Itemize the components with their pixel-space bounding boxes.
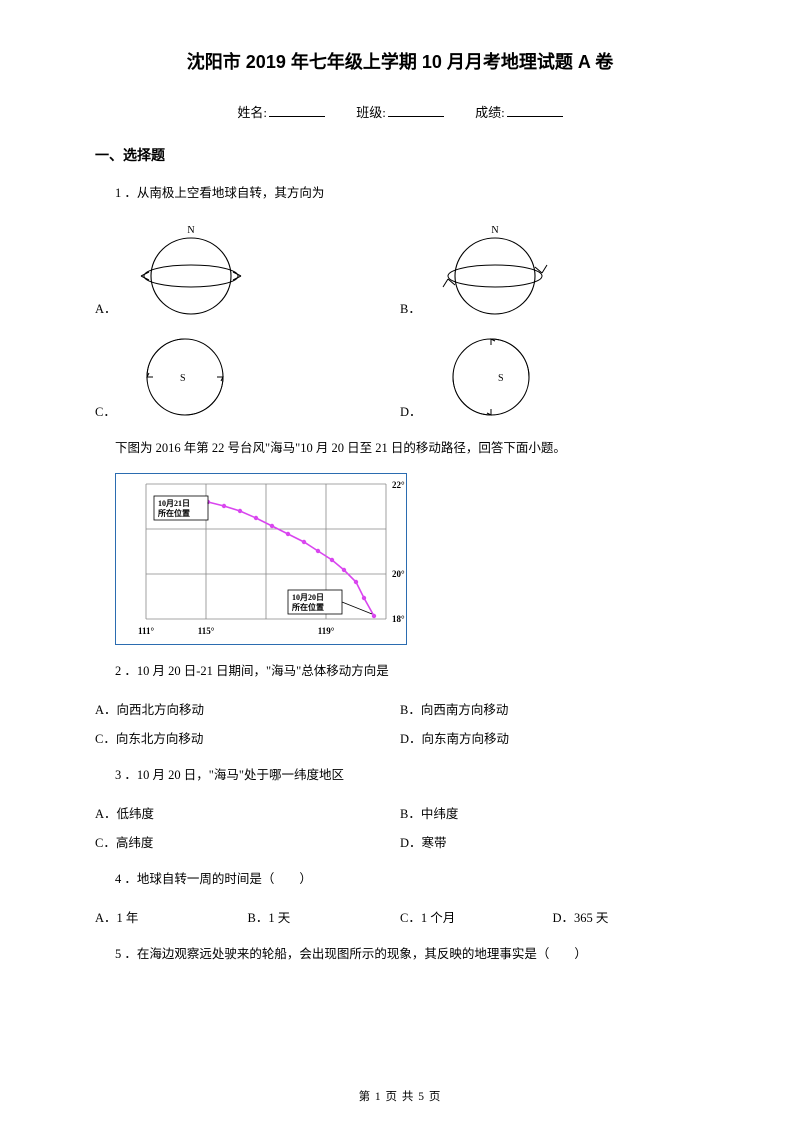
q3-c: C．高纬度 — [95, 832, 400, 851]
q2-a: A．向西北方向移动 — [95, 699, 400, 718]
xtick-2: 119° — [318, 626, 335, 636]
q4-b: B．1 天 — [248, 907, 401, 926]
svg-text:10月20日: 10月20日 — [292, 593, 324, 602]
q1-b-label: B． — [400, 298, 421, 321]
q1-row-cd: C． S D． S — [95, 329, 705, 424]
svg-text:N: N — [491, 225, 498, 236]
q2-c: C．向东北方向移动 — [95, 728, 400, 747]
typhoon-map-svg: 22° 20° 18° 111° 115° 119° 10月21日 所在位置 1… — [116, 474, 406, 644]
q3-num: 3 ． — [115, 768, 137, 782]
page-title: 沈阳市 2019 年七年级上学期 10 月月考地理试题 A 卷 — [95, 48, 705, 74]
q5-text: 在海边观察远处驶来的轮船，会出现图所示的现象，其反映的地理事实是（ ） — [137, 947, 587, 961]
ytick-1: 20° — [392, 569, 405, 579]
q2-text: 10 月 20 日-21 日期间，"海马"总体移动方向是 — [137, 664, 389, 678]
svg-text:10月21日: 10月21日 — [158, 499, 190, 508]
q1-c-label: C． — [95, 401, 116, 424]
typhoon-map: 22° 20° 18° 111° 115° 119° 10月21日 所在位置 1… — [115, 473, 407, 645]
context-1: 下图为 2016 年第 22 号台风"海马"10 月 20 日至 21 日的移动… — [115, 438, 705, 459]
q4-text: 地球自转一周的时间是（ ） — [137, 872, 312, 886]
q1-cell-b: B． N — [400, 221, 705, 321]
q1-num: 1 ． — [115, 186, 137, 200]
class-blank — [388, 116, 444, 117]
info-line: 姓名: 班级: 成绩: — [95, 102, 705, 121]
q1-cell-d: D． S — [400, 329, 705, 424]
q2-row1: A．向西北方向移动 B．向西南方向移动 — [95, 699, 705, 718]
q1: 1 ．从南极上空看地球自转，其方向为 — [115, 183, 705, 203]
q5: 5 ．在海边观察远处驶来的轮船，会出现图所示的现象，其反映的地理事实是（ ） — [115, 944, 705, 964]
svg-text:所在位置: 所在位置 — [157, 508, 190, 518]
q1-row-ab: A． N B． N — [95, 221, 705, 321]
score-label: 成绩: — [475, 105, 505, 120]
q3-d: D．寒带 — [400, 832, 705, 851]
globe-b-icon: N — [425, 221, 565, 321]
q4-c: C．1 个月 — [400, 907, 553, 926]
q1-cell-a: A． N — [95, 221, 400, 321]
q3-b: B．中纬度 — [400, 803, 705, 822]
q4-d: D．365 天 — [553, 907, 706, 926]
label-box-21: 10月21日 所在位置 — [154, 496, 208, 520]
q1-text: 从南极上空看地球自转，其方向为 — [137, 186, 325, 200]
q1-a-label: A． — [95, 298, 117, 321]
q3-row1: A．低纬度 B．中纬度 — [95, 803, 705, 822]
q3-text: 10 月 20 日，"海马"处于哪一纬度地区 — [137, 768, 344, 782]
q3-row2: C．高纬度 D．寒带 — [95, 832, 705, 851]
page-container: 沈阳市 2019 年七年级上学期 10 月月考地理试题 A 卷 姓名: 班级: … — [0, 0, 800, 1132]
section-heading: 一、选择题 — [95, 145, 705, 165]
name-blank — [269, 116, 325, 117]
label-box-20: 10月20日 所在位置 — [288, 590, 372, 614]
svg-text:N: N — [187, 225, 194, 236]
q2-d: D．向东南方向移动 — [400, 728, 705, 747]
q1-d-label: D． — [400, 401, 422, 424]
q4: 4 ．地球自转一周的时间是（ ） — [115, 869, 705, 889]
q1-cell-c: C． S — [95, 329, 400, 424]
q2-num: 2 ． — [115, 664, 137, 678]
q2-b: B．向西南方向移动 — [400, 699, 705, 718]
score-blank — [507, 116, 563, 117]
q4-num: 4 ． — [115, 872, 137, 886]
q4-a: A．1 年 — [95, 907, 248, 926]
svg-text:S: S — [498, 373, 504, 384]
q2: 2 ．10 月 20 日-21 日期间，"海马"总体移动方向是 — [115, 661, 705, 681]
xtick-1: 115° — [198, 626, 215, 636]
globe-c-icon: S — [120, 329, 250, 424]
q3-a: A．低纬度 — [95, 803, 400, 822]
globe-d-icon: S — [426, 329, 556, 424]
q5-num: 5 ． — [115, 947, 137, 961]
svg-text:S: S — [180, 373, 186, 384]
globe-a-icon: N — [121, 221, 261, 321]
page-footer: 第 1 页 共 5 页 — [0, 1088, 800, 1104]
ytick-0: 22° — [392, 480, 405, 490]
name-label: 姓名: — [237, 105, 267, 120]
q3: 3 ．10 月 20 日，"海马"处于哪一纬度地区 — [115, 765, 705, 785]
q2-row2: C．向东北方向移动 D．向东南方向移动 — [95, 728, 705, 747]
class-label: 班级: — [356, 105, 386, 120]
q4-choices: A．1 年 B．1 天 C．1 个月 D．365 天 — [95, 907, 705, 926]
ytick-2: 18° — [392, 614, 405, 624]
xtick-0: 111° — [138, 626, 155, 636]
svg-text:所在位置: 所在位置 — [291, 602, 324, 612]
